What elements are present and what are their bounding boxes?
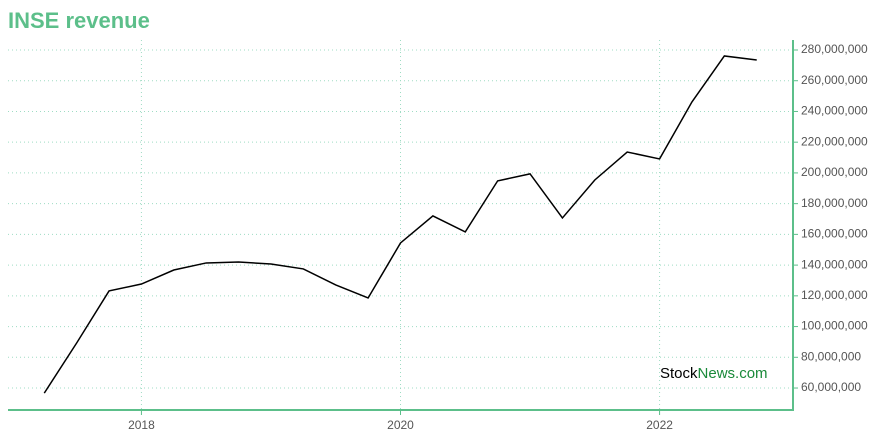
y-tick-label: 260,000,000 bbox=[801, 73, 868, 87]
y-tick-label: 240,000,000 bbox=[801, 104, 868, 118]
y-tick-label: 80,000,000 bbox=[801, 349, 861, 363]
y-tick-label: 200,000,000 bbox=[801, 165, 868, 179]
watermark: StockNews.com bbox=[660, 365, 768, 382]
y-tick-label: 180,000,000 bbox=[801, 196, 868, 210]
y-tick-label: 60,000,000 bbox=[801, 380, 861, 394]
watermark-part: News.com bbox=[698, 365, 768, 382]
watermark-part: Stock bbox=[660, 365, 698, 382]
x-tick-label: 2022 bbox=[646, 418, 673, 432]
line-series bbox=[43, 55, 757, 394]
x-tick-label: 2020 bbox=[387, 418, 414, 432]
y-tick-label: 120,000,000 bbox=[801, 288, 868, 302]
y-tick-label: 160,000,000 bbox=[801, 227, 868, 241]
y-tick-label: 220,000,000 bbox=[801, 134, 868, 148]
y-tick-label: 100,000,000 bbox=[801, 319, 868, 333]
y-tick-label: 280,000,000 bbox=[801, 42, 868, 56]
x-tick-label: 2018 bbox=[128, 418, 155, 432]
chart-title: INSE revenue bbox=[8, 8, 150, 33]
y-tick-label: 140,000,000 bbox=[801, 257, 868, 271]
